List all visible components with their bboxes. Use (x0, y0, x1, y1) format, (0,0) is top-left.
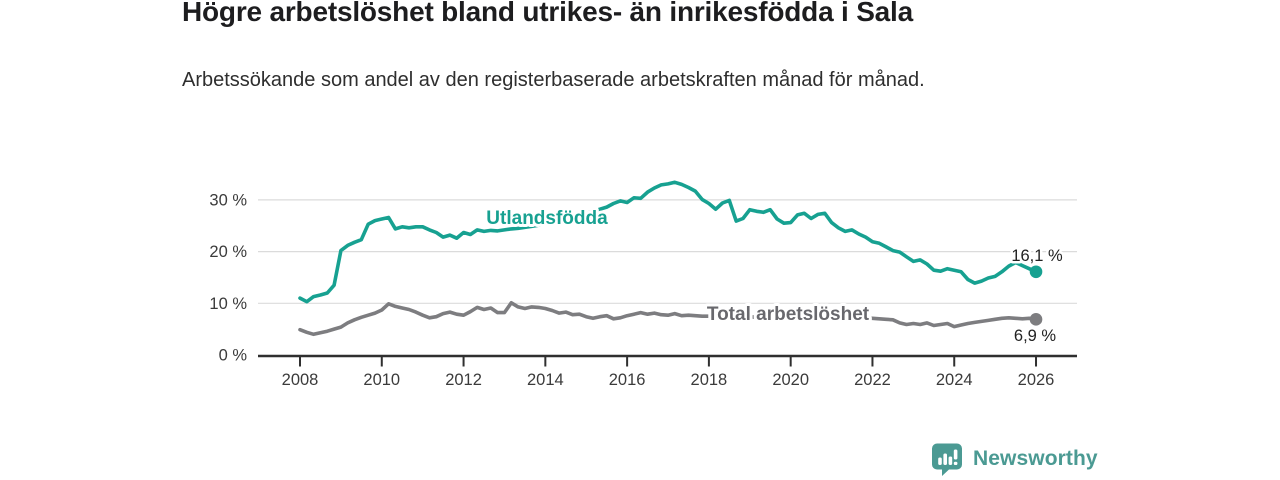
x-tick-label: 2024 (936, 371, 973, 389)
x-tick-label: 2014 (527, 371, 564, 389)
series-end-dot-1 (1029, 313, 1043, 326)
plot-area: 0 % 10 % 20 % 30 % 2008 2010 2012 2014 2016 2018 2… (209, 180, 1077, 389)
chart-subtitle: Arbetssökande som andel av den registerb… (182, 69, 925, 91)
newsworthy-logo-text: Newsworthy (973, 447, 1098, 470)
y-tick-label: 10 % (209, 295, 247, 313)
series-line-0 (298, 180, 1038, 304)
x-tick-label: 2022 (854, 371, 891, 389)
x-tick-label: 2008 (282, 371, 319, 389)
y-tick-label: 0 % (219, 347, 248, 365)
x-tick-label: 2010 (363, 371, 400, 389)
x-tick-label: 2016 (609, 371, 646, 389)
series-line-1 (298, 300, 1038, 337)
x-tick-label: 2026 (1018, 371, 1055, 389)
x-tick-label: 2012 (445, 371, 482, 389)
chart-title: Högre arbetslöshet bland utrikes- än inr… (182, 0, 913, 27)
series-label-utlandsfodda: Utlandsfödda (486, 208, 608, 229)
end-value-total-arbetsloshet: 6,9 % (1014, 327, 1057, 345)
y-tick-label: 30 % (209, 191, 247, 209)
x-tick-label: 2018 (691, 371, 728, 389)
x-tick-label: 2020 (772, 371, 809, 389)
newsworthy-logo: Newsworthy (930, 442, 1098, 476)
series-end-dot-0 (1029, 265, 1043, 279)
y-tick-label: 20 % (209, 243, 247, 261)
end-value-utlandsfodda: 16,1 % (1011, 247, 1063, 265)
newsworthy-bubble-chart-icon (932, 443, 962, 476)
series-label-total-arbetsloshet: Total arbetslöshet (707, 304, 870, 325)
